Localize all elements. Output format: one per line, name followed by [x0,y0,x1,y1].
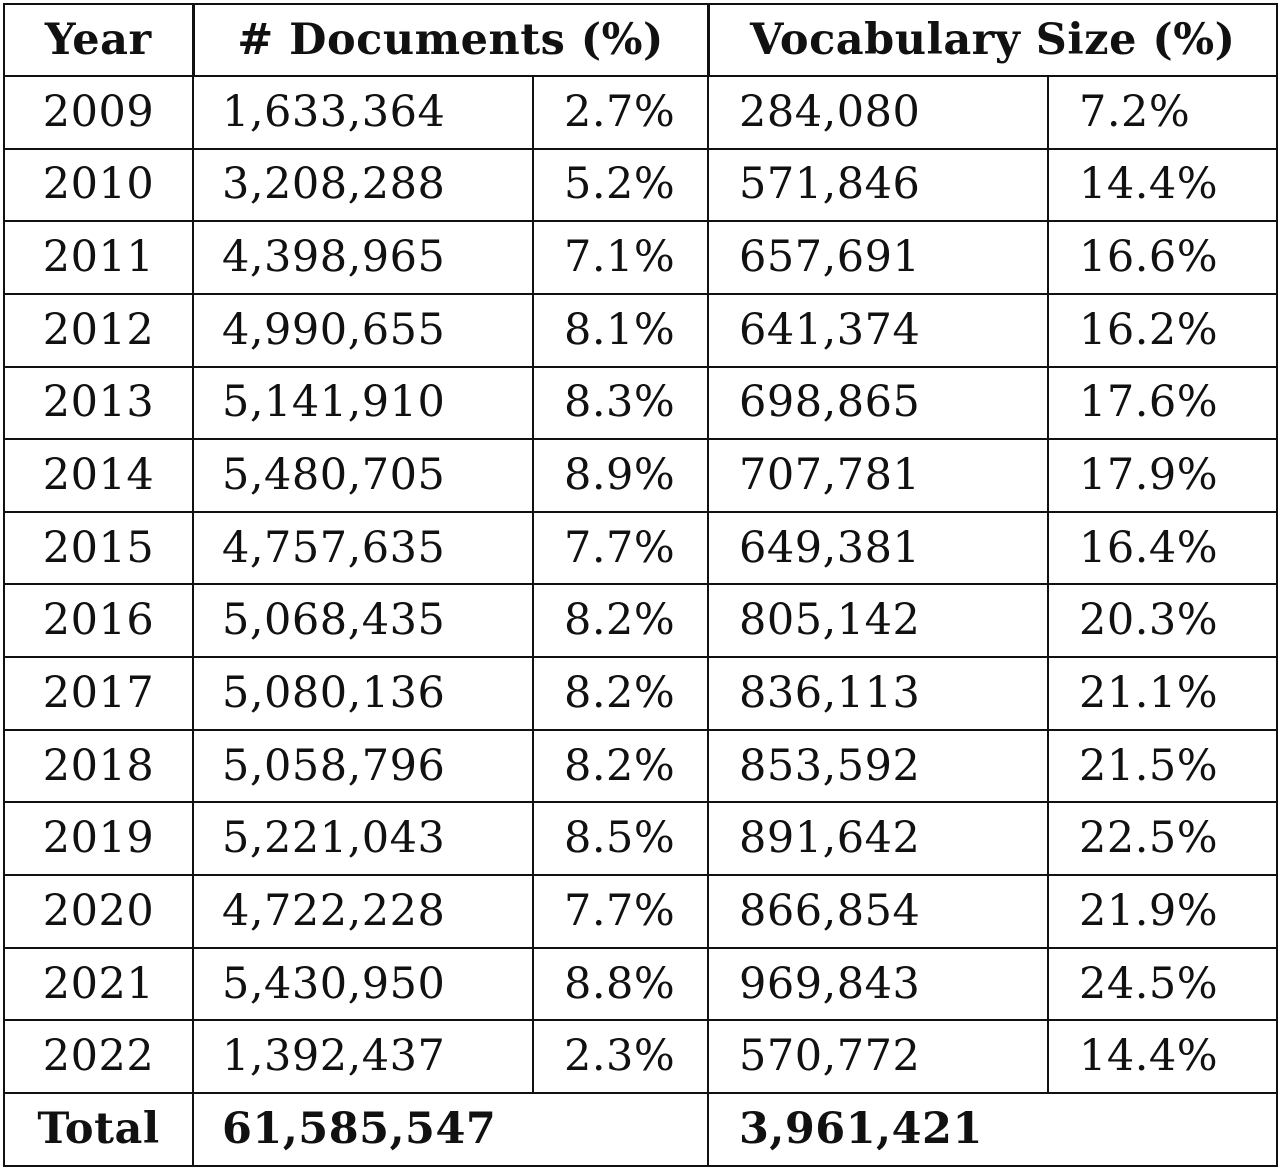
vocabulary-percent-cell: 22.5% [1047,801,1278,877]
table-row: 2013 5,141,910 8.3% 698,865 17.6% [3,365,1278,441]
table-body: 2009 1,633,364 2.7% 284,080 7.2% 2010 3,208,28… [3,75,1278,1094]
documents-count-cell: 5,480,705 [192,438,534,513]
vocabulary-count-cell: 698,865 [707,365,1049,441]
documents-count-cell: 4,990,655 [192,292,534,368]
table-row: 2015 4,757,635 7.7% 649,381 16.4% [3,510,1278,586]
documents-percent-cell: 8.2% [532,656,709,731]
vocabulary-count-cell: 866,854 [707,874,1049,949]
vocabulary-percent-cell: 17.9% [1047,438,1278,513]
vocabulary-percent-cell: 16.6% [1047,220,1278,295]
documents-percent-cell: 5.2% [532,147,709,223]
year-cell: 2019 [3,801,194,877]
total-row: Total 61,585,547 3,961,421 [3,1092,1278,1167]
documents-count-cell: 5,430,950 [192,946,534,1022]
documents-percent-cell: 7.7% [532,510,709,586]
vocabulary-percent-cell: 20.3% [1047,583,1278,659]
total-documents: 61,585,547 [192,1092,709,1167]
year-cell: 2011 [3,220,194,295]
table-row: 2014 5,480,705 8.9% 707,781 17.9% [3,438,1278,513]
documents-count-cell: 4,398,965 [192,220,534,295]
year-cell: 2017 [3,656,194,731]
documents-count-cell: 5,221,043 [192,801,534,877]
documents-count-cell: 4,722,228 [192,874,534,949]
documents-percent-cell: 8.9% [532,438,709,513]
documents-count-cell: 1,633,364 [192,75,534,150]
documents-percent-cell: 8.5% [532,801,709,877]
table-row: 2021 5,430,950 8.8% 969,843 24.5% [3,946,1278,1022]
table-row: 2020 4,722,228 7.7% 866,854 21.9% [3,874,1278,949]
total-vocabulary: 3,961,421 [707,1092,1278,1167]
vocabulary-percent-cell: 21.5% [1047,728,1278,804]
table-row: 2016 5,068,435 8.2% 805,142 20.3% [3,583,1278,659]
vocabulary-count-cell: 570,772 [707,1019,1049,1094]
year-cell: 2020 [3,874,194,949]
year-cell: 2010 [3,147,194,223]
documents-count-cell: 3,208,288 [192,147,534,223]
documents-percent-cell: 8.3% [532,365,709,441]
documents-count-cell: 5,068,435 [192,583,534,659]
documents-percent-cell: 2.3% [532,1019,709,1094]
table-row: 2009 1,633,364 2.7% 284,080 7.2% [3,75,1278,150]
year-cell: 2014 [3,438,194,513]
documents-percent-cell: 8.2% [532,728,709,804]
year-cell: 2012 [3,292,194,368]
statistics-table: Year # Documents (%) Vocabulary Size (%)… [3,3,1278,1167]
documents-percent-cell: 8.8% [532,946,709,1022]
documents-percent-cell: 8.1% [532,292,709,368]
vocabulary-percent-cell: 21.1% [1047,656,1278,731]
vocabulary-header: Vocabulary Size (%) [706,3,1278,77]
year-cell: 2021 [3,946,194,1022]
table-row: 2017 5,080,136 8.2% 836,113 21.1% [3,656,1278,731]
header-row: Year # Documents (%) Vocabulary Size (%) [3,3,1278,77]
table-row: 2022 1,392,437 2.3% 570,772 14.4% [3,1019,1278,1094]
vocabulary-percent-cell: 14.4% [1047,147,1278,223]
year-cell: 2009 [3,75,194,150]
year-cell: 2018 [3,728,194,804]
vocabulary-count-cell: 657,691 [707,220,1049,295]
documents-percent-cell: 8.2% [532,583,709,659]
table-row: 2018 5,058,796 8.2% 853,592 21.5% [3,728,1278,804]
table-row: 2012 4,990,655 8.1% 641,374 16.2% [3,292,1278,368]
documents-percent-cell: 2.7% [532,75,709,150]
vocabulary-count-cell: 891,642 [707,801,1049,877]
vocabulary-count-cell: 805,142 [707,583,1049,659]
year-cell: 2015 [3,510,194,586]
documents-count-cell: 1,392,437 [192,1019,534,1094]
vocabulary-count-cell: 853,592 [707,728,1049,804]
vocabulary-count-cell: 969,843 [707,946,1049,1022]
vocabulary-count-cell: 641,374 [707,292,1049,368]
documents-count-cell: 5,080,136 [192,656,534,731]
vocabulary-count-cell: 707,781 [707,438,1049,513]
table-row: 2019 5,221,043 8.5% 891,642 22.5% [3,801,1278,877]
documents-count-cell: 4,757,635 [192,510,534,586]
vocabulary-percent-cell: 14.4% [1047,1019,1278,1094]
total-label: Total [3,1092,194,1167]
documents-percent-cell: 7.1% [532,220,709,295]
year-cell: 2016 [3,583,194,659]
vocabulary-count-cell: 284,080 [707,75,1049,150]
year-cell: 2013 [3,365,194,441]
documents-header: # Documents (%) [191,3,709,77]
table-row: 2011 4,398,965 7.1% 657,691 16.6% [3,220,1278,295]
vocabulary-count-cell: 836,113 [707,656,1049,731]
vocabulary-percent-cell: 16.4% [1047,510,1278,586]
vocabulary-percent-cell: 16.2% [1047,292,1278,368]
table-row: 2010 3,208,288 5.2% 571,846 14.4% [3,147,1278,223]
vocabulary-count-cell: 649,381 [707,510,1049,586]
vocabulary-percent-cell: 21.9% [1047,874,1278,949]
documents-count-cell: 5,141,910 [192,365,534,441]
vocabulary-percent-cell: 17.6% [1047,365,1278,441]
vocabulary-percent-cell: 24.5% [1047,946,1278,1022]
vocabulary-count-cell: 571,846 [707,147,1049,223]
year-header: Year [3,3,194,77]
documents-count-cell: 5,058,796 [192,728,534,804]
documents-percent-cell: 7.7% [532,874,709,949]
year-cell: 2022 [3,1019,194,1094]
vocabulary-percent-cell: 7.2% [1047,75,1278,150]
